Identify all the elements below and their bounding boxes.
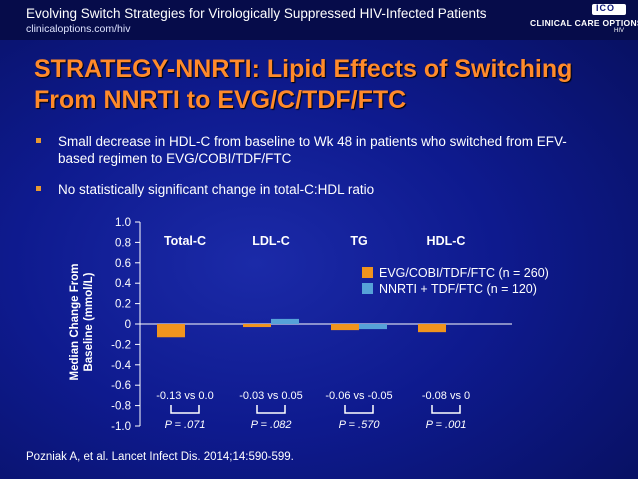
legend-label: EVG/COBI/TDF/FTC (n = 260)	[379, 266, 549, 280]
significance-bracket	[431, 405, 461, 414]
p-value-label: P = .082	[251, 419, 292, 431]
header-url: clinicaloptions.com/hiv	[26, 23, 131, 35]
y-tick-label: -0.2	[111, 339, 131, 351]
bullet-text: Small decrease in HDL-C from baseline to…	[58, 134, 567, 166]
y-axis-title: Median Change From	[69, 264, 81, 381]
bullet-marker	[36, 186, 41, 191]
y-tick-label: -1.0	[111, 421, 131, 433]
value-comparison-label: -0.08 vs 0	[422, 390, 470, 402]
category-label: Total-C	[164, 234, 206, 248]
y-tick-label: 0.2	[115, 299, 131, 311]
legend-label: NNRTI + TDF/FTC (n = 120)	[379, 282, 537, 296]
citation: Pozniak A, et al. Lancet Infect Dis. 201…	[26, 451, 294, 463]
legend-swatch	[362, 283, 373, 294]
logo-sub: HIV	[614, 28, 625, 34]
y-tick-label: 0.4	[115, 278, 132, 290]
p-value-label: P = .570	[339, 419, 381, 431]
bar	[157, 324, 185, 338]
significance-bracket	[344, 405, 374, 414]
bar	[418, 324, 446, 333]
y-tick-label: 1.0	[115, 217, 131, 229]
y-tick-label: 0.8	[115, 237, 131, 249]
y-axis-title: Baseline (mmol/L)	[83, 272, 95, 371]
p-value-label: P = .071	[165, 419, 206, 431]
category-label: TG	[350, 234, 367, 248]
significance-bracket	[170, 405, 200, 414]
clinical-care-options-logo: ICO CLINICAL CARE OPTIONS HIV	[530, 3, 638, 36]
header-bar: Evolving Switch Strategies for Virologic…	[0, 0, 638, 40]
y-tick-label: 0.6	[115, 258, 131, 270]
y-tick-label: -0.4	[111, 360, 131, 372]
slide-title: STRATEGY-NNRTI: Lipid Effects of Switchi…	[34, 55, 573, 114]
bar	[359, 324, 387, 330]
logo-text: CLINICAL CARE OPTIONS	[530, 18, 638, 28]
y-tick-label: -0.8	[111, 401, 131, 413]
significance-bracket	[256, 405, 286, 414]
legend-swatch	[362, 267, 373, 278]
bar	[271, 318, 299, 324]
bar	[243, 324, 271, 328]
p-value-label: P = .001	[426, 419, 467, 431]
value-comparison-label: -0.03 vs 0.05	[239, 390, 303, 402]
bullet-text: No statistically significant change in t…	[58, 182, 375, 197]
y-tick-label: 0	[125, 319, 131, 331]
bar	[331, 324, 359, 331]
logo-badge: ICO	[592, 3, 626, 15]
header-title: Evolving Switch Strategies for Virologic…	[26, 6, 487, 21]
category-label: LDL-C	[252, 234, 290, 248]
value-comparison-label: -0.13 vs 0.0	[156, 390, 213, 402]
bullet-marker	[36, 138, 41, 143]
category-label: HDL-C	[427, 234, 466, 248]
value-comparison-label: -0.06 vs -0.05	[325, 390, 392, 402]
y-tick-label: -0.6	[111, 380, 131, 392]
